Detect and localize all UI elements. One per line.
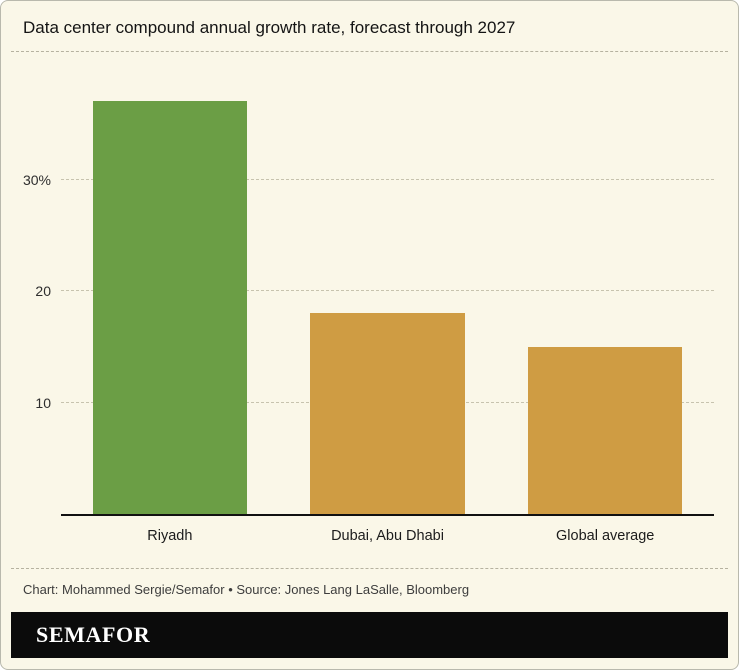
title-separator [11, 51, 728, 52]
credit-line: Chart: Mohammed Sergie/Semafor • Source:… [23, 582, 470, 597]
y-tick-label: 10 [35, 394, 51, 411]
bars-container [61, 68, 714, 514]
y-tick-label: 20 [35, 283, 51, 299]
y-tick-label: 30% [22, 171, 51, 188]
gridline-20 [61, 290, 714, 291]
plot-area: 10 20 30% [23, 68, 714, 516]
bar-slot [279, 68, 497, 514]
gridline-30 [61, 178, 714, 180]
semafor-wordmark: SEMAFOR [36, 622, 151, 647]
x-axis-label: Global average [556, 528, 655, 544]
x-axis-label: Riyadh [147, 528, 193, 544]
bar-slot [496, 68, 714, 514]
x-axis-label: Dubai, Abu Dhabi [331, 528, 444, 544]
bar-slot [61, 68, 279, 514]
bar-global-average [527, 346, 683, 514]
brand-bar: SEMAFOR [11, 612, 728, 658]
footer-separator [11, 568, 728, 569]
bar-riyadh [92, 101, 248, 514]
chart-title: Data center compound annual growth rate,… [23, 18, 516, 37]
x-axis-labels: Riyadh Dubai, Abu Dhabi Global average [61, 514, 714, 544]
bar-dubai-abu-dhabi [310, 313, 465, 514]
x-axis-line [61, 514, 714, 516]
